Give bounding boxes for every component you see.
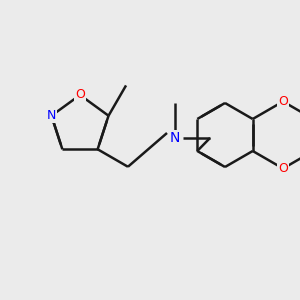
Text: N: N bbox=[47, 109, 56, 122]
Text: N: N bbox=[170, 131, 180, 145]
Text: O: O bbox=[278, 162, 288, 175]
Text: O: O bbox=[278, 95, 288, 108]
Text: O: O bbox=[75, 88, 85, 101]
